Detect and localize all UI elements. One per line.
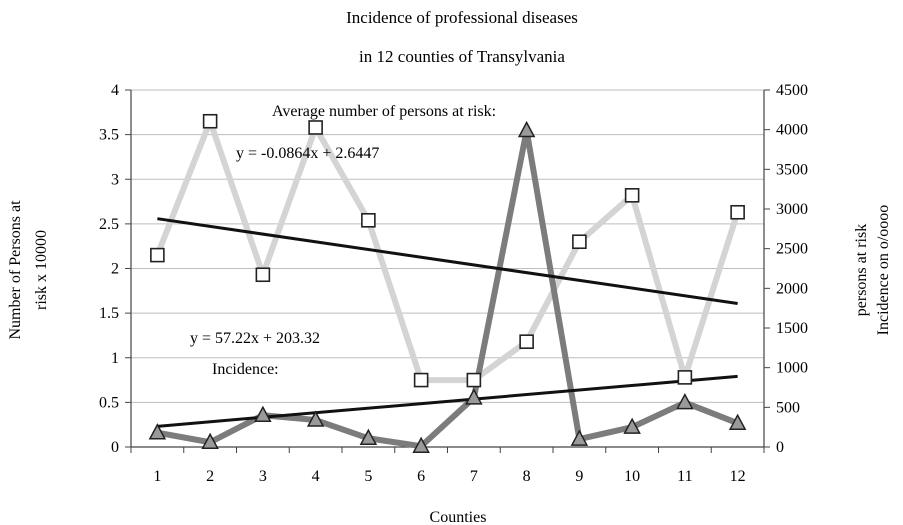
marker-triangle (201, 432, 219, 449)
x-tick-label: 6 (417, 468, 425, 485)
y-right-tick-labels: 0 500 1000 1500 2000 2500 3000 3500 4000 4500 (776, 82, 808, 456)
y-right-axis-label-line-2: Incidence on o/oooo (875, 205, 892, 336)
y-left-axis-label-line-2: risk x 10000 (33, 230, 50, 310)
x-tick-label: 2 (206, 468, 214, 485)
y-right-tick-label: 3500 (776, 161, 808, 178)
y-left-tick-label: 3.5 (99, 127, 119, 144)
y-left-tick-label: 2.5 (99, 216, 119, 233)
marker-square (519, 334, 534, 349)
y-left-axis-label-line-1: Number of Persons at (7, 200, 24, 340)
x-tick-label: 3 (259, 468, 267, 485)
x-tick-labels: 1 2 3 4 5 6 7 8 9 10 11 12 (153, 468, 745, 485)
marker-square (677, 370, 693, 385)
y-right-tick-label: 4000 (776, 122, 808, 139)
y-left-tick-label: 1.5 (99, 305, 119, 322)
y-right-tick-label: 3000 (776, 201, 808, 218)
marker-square (308, 120, 323, 135)
gridlines (131, 89, 764, 403)
series-markers (148, 113, 747, 453)
trendline-incidence (157, 374, 738, 428)
y-right-tick-label: 4500 (776, 82, 808, 99)
y-right-tick-label: 2000 (776, 280, 808, 297)
x-tick-label: 12 (730, 468, 746, 485)
marker-square (413, 372, 429, 388)
y-right-tick-label: 1500 (776, 320, 808, 337)
x-tick-label: 1 (153, 468, 161, 485)
y-left-tick-label: 4 (111, 82, 119, 99)
tick-marks (125, 89, 770, 453)
marker-triangle (254, 405, 272, 423)
y-right-axis-label-line-1: persons at risk (853, 224, 870, 316)
annotation-equation-incidence: y = 57.22x + 203.32 (190, 330, 320, 347)
annotation-incidence: Incidence: (212, 361, 279, 378)
y-right-tick-label: 2500 (776, 241, 808, 258)
y-right-tick-label: 0 (776, 439, 784, 456)
y-right-axis-label: persons at risk Incidence on o/oooo (853, 205, 892, 336)
y-left-tick-labels: 0 0.5 1 1.5 2 2.5 3 3.5 4 (99, 82, 119, 456)
y-left-tick-label: 2 (111, 261, 119, 278)
y-left-axis-label: Number of Persons at risk x 10000 (7, 200, 50, 340)
marker-square (466, 372, 482, 388)
x-tick-label: 10 (624, 468, 640, 485)
marker-square (730, 204, 745, 220)
marker-triangle (517, 120, 536, 138)
series-line-incidence (156, 127, 739, 450)
marker-square (202, 113, 218, 129)
marker-triangle (728, 413, 747, 430)
marker-square (150, 247, 165, 263)
marker-triangle (570, 429, 589, 446)
x-tick-label: 7 (470, 468, 478, 485)
x-tick-label: 11 (677, 468, 692, 485)
annotation-average-persons: Average number of persons at risk: (272, 103, 496, 120)
x-tick-label: 9 (575, 468, 583, 485)
series-line-persons-at-risk (154, 118, 741, 384)
y-left-tick-label: 0 (111, 439, 119, 456)
marker-square (255, 267, 271, 283)
marker-triangle (676, 392, 694, 410)
y-right-tick-label: 500 (776, 399, 800, 416)
x-tick-label: 8 (523, 468, 531, 485)
marker-triangle (359, 428, 378, 446)
trendlines (157, 217, 738, 428)
trendline-persons-at-risk (157, 217, 738, 305)
x-tick-label: 5 (364, 468, 372, 485)
marker-square (624, 188, 640, 203)
marker-square (361, 213, 376, 228)
marker-triangle (148, 423, 167, 440)
annotation-equation-persons: y = -0.0864x + 2.6447 (236, 145, 379, 162)
marker-square (572, 234, 587, 250)
series-lines (154, 118, 741, 450)
marker-triangle (412, 436, 430, 453)
marker-triangle (465, 388, 483, 405)
chart-subtitle: in 12 counties of Transylvania (359, 47, 565, 66)
chart-title: Incidence of professional diseases (346, 8, 578, 27)
x-axis-label: Counties (430, 509, 487, 525)
y-left-tick-label: 0.5 (99, 394, 119, 411)
x-tick-label: 4 (312, 468, 320, 485)
y-right-tick-label: 1000 (776, 360, 808, 377)
marker-triangle (306, 410, 325, 427)
y-left-tick-label: 1 (111, 350, 119, 367)
y-left-tick-label: 3 (111, 171, 119, 188)
marker-triangle (623, 417, 641, 434)
